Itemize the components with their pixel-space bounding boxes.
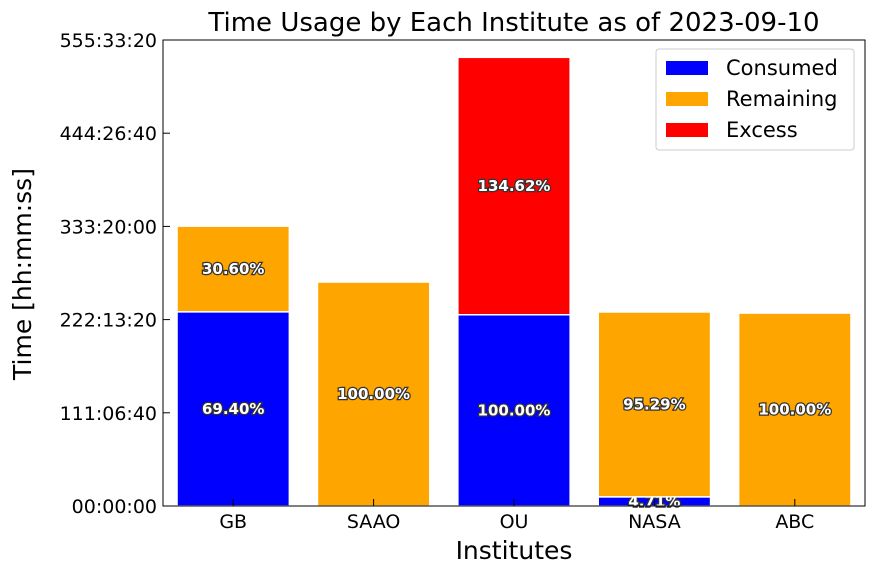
x-axis-label: Institutes xyxy=(456,536,573,565)
pct-label-remaining-abc: 100.00% xyxy=(758,401,831,419)
x-tick-label-ou: OU xyxy=(500,511,529,533)
bar-excess-ou xyxy=(457,56,571,316)
legend-swatch-excess xyxy=(666,123,708,137)
pct-label-excess-ou: 134.62% xyxy=(478,177,551,195)
bar-remaining-saao xyxy=(316,281,431,507)
legend-swatch-consumed xyxy=(666,61,708,75)
chart-title: Time Usage by Each Institute as of 2023-… xyxy=(207,8,819,38)
y-tick-label: 444:26:40 xyxy=(60,123,157,145)
bar-remaining-nasa xyxy=(597,311,712,498)
pct-label-consumed-ou: 100.00% xyxy=(478,401,551,419)
x-tick-label-abc: ABC xyxy=(775,511,814,533)
bar-consumed-ou xyxy=(457,314,571,507)
pct-label-remaining-nasa: 95.29% xyxy=(623,395,685,413)
y-tick-label: 222:13:20 xyxy=(60,310,157,332)
legend-label-consumed: Consumed xyxy=(726,56,838,80)
legend: Consumed Remaining Excess xyxy=(655,48,855,151)
plot-area: 69.40%30.60%100.00%100.00%134.62%4.71%95… xyxy=(60,30,866,533)
x-tick-label-gb: GB xyxy=(219,511,247,533)
legend-swatch-remaining xyxy=(666,92,708,106)
pct-label-remaining-saao: 100.00% xyxy=(337,385,410,403)
x-tick-label-nasa: NASA xyxy=(628,511,681,533)
legend-label-remaining: Remaining xyxy=(726,87,838,111)
pct-label-remaining-gb: 30.60% xyxy=(202,260,264,278)
bar-remaining-abc xyxy=(737,312,852,507)
bar-remaining-gb xyxy=(176,225,291,313)
pct-label-consumed-gb: 69.40% xyxy=(202,400,264,418)
x-tick-label-saao: SAAO xyxy=(347,511,401,533)
y-tick-label: 333:20:00 xyxy=(60,216,157,238)
y-tick-label: 00:00:00 xyxy=(72,496,157,518)
bar-consumed-gb xyxy=(176,311,291,507)
legend-label-excess: Excess xyxy=(726,118,798,142)
y-tick-label: 111:06:40 xyxy=(60,403,157,425)
y-tick-label: 555:33:20 xyxy=(60,30,157,52)
y-axis-label: Time [hh:mm:ss] xyxy=(8,168,37,381)
